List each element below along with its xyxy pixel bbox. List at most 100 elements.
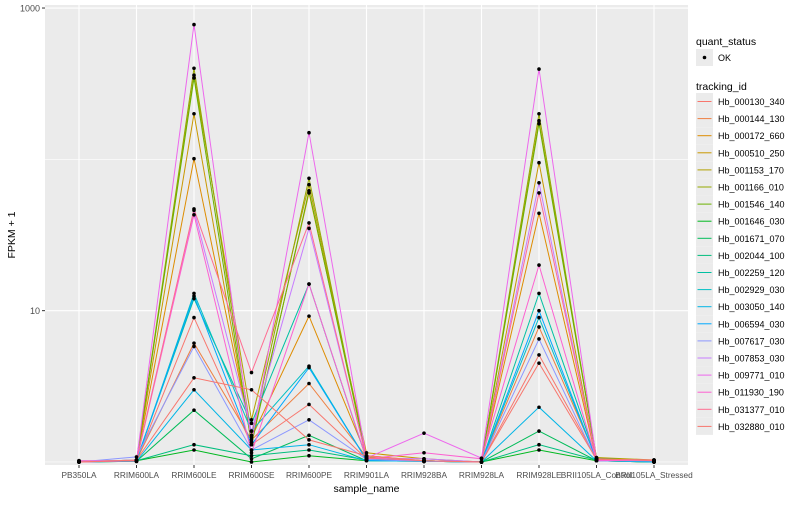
data-point [192,66,196,71]
data-point [307,314,311,318]
data-point [192,207,196,211]
legend-tracking-label: Hb_007853_030 [718,354,785,364]
x-tick-label: BRII105LA_Stressed [615,470,693,480]
data-point [307,438,311,442]
y-tick-label: 1000 [20,4,40,14]
data-point [192,315,196,320]
data-point [192,408,196,412]
x-tick-label: RRIM928BA [401,470,448,480]
data-point [249,460,254,464]
legend-tracking-label: Hb_003050_140 [718,302,785,312]
data-point [192,22,196,27]
data-point [364,450,369,455]
data-point [422,431,426,435]
data-point [134,455,139,459]
data-point [192,76,196,80]
x-tick-label: RRIM901LA [344,470,390,480]
data-point [77,460,81,464]
legend-tracking-label: Hb_002044_100 [718,251,785,261]
data-point [249,453,254,458]
data-point [307,176,311,181]
data-point [192,341,196,345]
x-tick-label: RRIM928LE [516,470,562,480]
data-point [537,191,541,195]
data-point [537,361,541,365]
data-point [537,291,541,296]
legend-key-point [702,55,707,60]
x-tick-label: RRIM600LE [171,470,217,480]
legend-tracking-label: Hb_000144_130 [718,114,785,124]
data-point [249,417,254,422]
data-point [192,344,196,349]
data-point [652,458,656,462]
data-point [537,353,541,357]
data-point [192,387,196,392]
data-point [249,442,254,447]
legend-tracking-label: Hb_000510_250 [718,148,785,158]
data-point [537,429,541,433]
data-point [537,315,541,320]
legend-tracking-label: Hb_001671_070 [718,234,785,244]
data-point [192,294,196,298]
data-point [537,67,541,71]
data-point [537,442,541,447]
data-point [537,308,541,313]
data-point [537,325,541,329]
legend-tracking-label: Hb_011930_190 [718,388,784,398]
data-point [537,211,541,216]
x-tick-label: RRIM600LA [114,470,160,480]
legend-tracking-label: Hb_009771_010 [718,371,785,381]
data-point [307,188,311,193]
data-point [192,111,196,116]
data-point [422,458,426,463]
data-point [537,118,541,123]
legend-tracking-label: Hb_031377_010 [718,405,785,415]
data-point [537,180,541,185]
data-point [192,375,196,380]
x-tick-label: BRII105LA_Control [561,470,633,480]
data-point [249,387,254,392]
x-tick-label: RRIM600PE [286,470,333,480]
data-point [364,453,369,458]
data-point [537,263,541,267]
y-axis-title: FPKM + 1 [6,211,18,258]
data-point [307,402,311,407]
legend-tracking-label: Hb_001646_030 [718,217,785,227]
data-point [192,442,196,447]
data-point [249,429,254,433]
legend-tracking-label: Hb_001153_170 [718,165,784,175]
data-point [192,73,196,77]
data-point [537,160,541,165]
data-point [192,296,196,301]
data-point [134,458,139,462]
x-tick-label: PB350LA [61,470,97,480]
data-point [479,456,484,461]
data-point [249,450,254,455]
legend-tracking-label: Hb_000130_340 [718,97,785,107]
data-point [594,457,599,462]
data-point [307,381,311,386]
legend-tracking-label: Hb_002929_030 [718,285,785,295]
data-point [249,440,254,445]
data-point [537,111,541,116]
legend-tracking-label: Hb_007617_030 [718,336,785,346]
data-point [307,365,311,370]
legend-tracking-label: Hb_001166_010 [718,183,784,193]
data-point [537,337,541,341]
data-point [249,456,254,461]
data-point [192,448,196,452]
data-point [307,453,311,458]
data-point [307,226,311,231]
x-tick-label: RRIM928LA [459,470,505,480]
y-tick-label: 10 [30,306,40,316]
data-point [249,433,254,438]
data-point [192,213,196,217]
legend-tracking-title: tracking_id [696,81,747,93]
data-point [422,450,426,455]
x-axis-title: sample_name [334,483,400,495]
legend-tracking-label: Hb_001546_140 [718,200,785,210]
data-point [249,370,254,375]
legend-quant-title: quant_status [696,36,756,48]
